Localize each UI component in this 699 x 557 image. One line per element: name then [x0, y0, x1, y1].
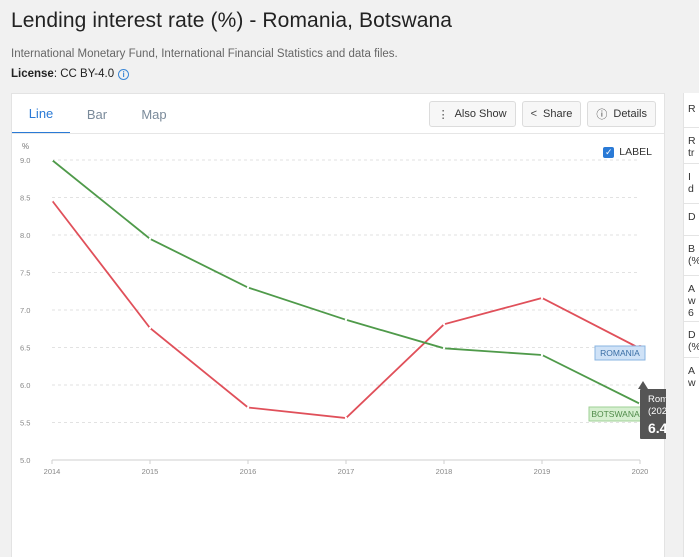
y-tick-label: 8.0: [20, 231, 30, 240]
data-point: [442, 347, 446, 350]
tab-map[interactable]: Map: [141, 106, 167, 122]
right-panel-item[interactable]: R: [688, 103, 696, 115]
tooltip-country: Romania: [648, 394, 666, 405]
details-label: Details: [613, 108, 647, 120]
license-value: : CC BY-4.0: [53, 68, 115, 80]
data-point: [540, 296, 544, 300]
y-axis-unit-label: %: [22, 142, 29, 151]
right-panel-separator: [684, 321, 699, 322]
data-point: [442, 323, 446, 326]
chart-toolbar: ⋮ Also Show < Share ⓘ Details: [428, 101, 656, 127]
data-source: International Monetary Fund, Internation…: [11, 48, 398, 60]
more-vertical-icon: ⋮: [437, 108, 449, 121]
right-panel-item[interactable]: B(%: [688, 243, 699, 267]
data-point: [50, 158, 54, 162]
x-tick-label: 2017: [338, 467, 355, 476]
x-tick-label: 2016: [240, 467, 257, 476]
license-label: License: [11, 68, 54, 80]
data-point: [540, 353, 544, 357]
data-point: [148, 237, 152, 240]
also-show-button[interactable]: ⋮ Also Show: [428, 101, 516, 127]
data-point: [246, 406, 250, 409]
data-point: [50, 199, 54, 202]
y-tick-label: 7.5: [20, 269, 30, 278]
x-tick-label: 2014: [44, 467, 61, 476]
license: License: CC BY-4.0 i: [11, 68, 130, 80]
y-tick-label: 5.5: [20, 419, 30, 428]
right-panel-separator: [684, 203, 699, 204]
info-icon[interactable]: i: [118, 69, 130, 80]
x-tick-label: 2015: [142, 467, 159, 476]
x-tick-label: 2019: [534, 467, 551, 476]
data-point: [344, 318, 348, 321]
right-panel-item[interactable]: D(%: [688, 329, 699, 353]
right-panel-item[interactable]: D: [688, 211, 696, 223]
y-tick-label: 6.0: [20, 381, 30, 390]
right-panel: R Rtr Id D B(% Aw6 D(% Aw: [683, 93, 699, 557]
tooltip-value: 6.487: [648, 420, 666, 436]
data-point: [148, 326, 152, 330]
tabs-divider: [12, 133, 664, 134]
right-panel-separator: [684, 127, 699, 128]
y-tick-label: 8.5: [20, 194, 30, 203]
series-label-box: [594, 345, 646, 361]
chart-tabs: Line Bar Map: [12, 94, 184, 134]
data-point: [344, 416, 348, 420]
label-toggle-text: LABEL: [619, 146, 652, 158]
share-label: Share: [543, 108, 573, 120]
also-show-label: Also Show: [454, 108, 507, 120]
series-label-botswana: BOTSWANA: [591, 409, 640, 419]
chart-card: Line Bar Map ⋮ Also Show < Share ⓘ Details …: [11, 93, 666, 557]
right-panel-separator: [684, 163, 699, 164]
checkbox-checked-icon[interactable]: ✓: [603, 146, 615, 158]
data-point: [246, 286, 250, 289]
y-tick-label: 6.5: [20, 344, 30, 353]
right-panel-separator: [684, 357, 699, 358]
page-title: Lending interest rate (%) - Romania, Bot…: [11, 9, 453, 32]
series-label-romania: ROMANIA: [600, 348, 640, 358]
tooltip-arrow: [638, 381, 648, 389]
info-circle-icon: ⓘ: [596, 109, 608, 121]
share-icon: <: [530, 108, 538, 120]
tooltip-year: (2020): [648, 406, 666, 417]
details-button[interactable]: ⓘ Details: [587, 101, 656, 127]
y-tick-label: 7.0: [20, 306, 30, 315]
line-chart: % 5.0 5.5 6.0 6.5 7.0 7.5 8.0 8.5 9.0 2014 2015 2016…: [20, 142, 666, 476]
label-toggle[interactable]: ✓ LABEL: [603, 146, 652, 158]
y-tick-label: 5.0: [20, 456, 30, 465]
share-button[interactable]: < Share: [521, 101, 582, 127]
right-panel-separator: [684, 235, 699, 236]
tab-bar[interactable]: Bar: [86, 106, 108, 122]
series-line-botswana: [51, 159, 641, 405]
y-tick-label: 9.0: [20, 156, 30, 165]
tooltip-box: [640, 389, 666, 439]
x-tick-label: 2020: [632, 467, 649, 476]
x-tick-label: 2018: [436, 467, 453, 476]
right-panel-separator: [684, 275, 699, 276]
